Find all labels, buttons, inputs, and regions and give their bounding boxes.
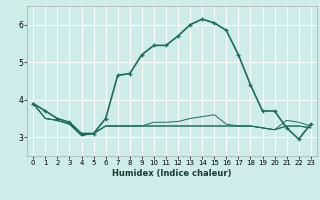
X-axis label: Humidex (Indice chaleur): Humidex (Indice chaleur)	[112, 169, 232, 178]
